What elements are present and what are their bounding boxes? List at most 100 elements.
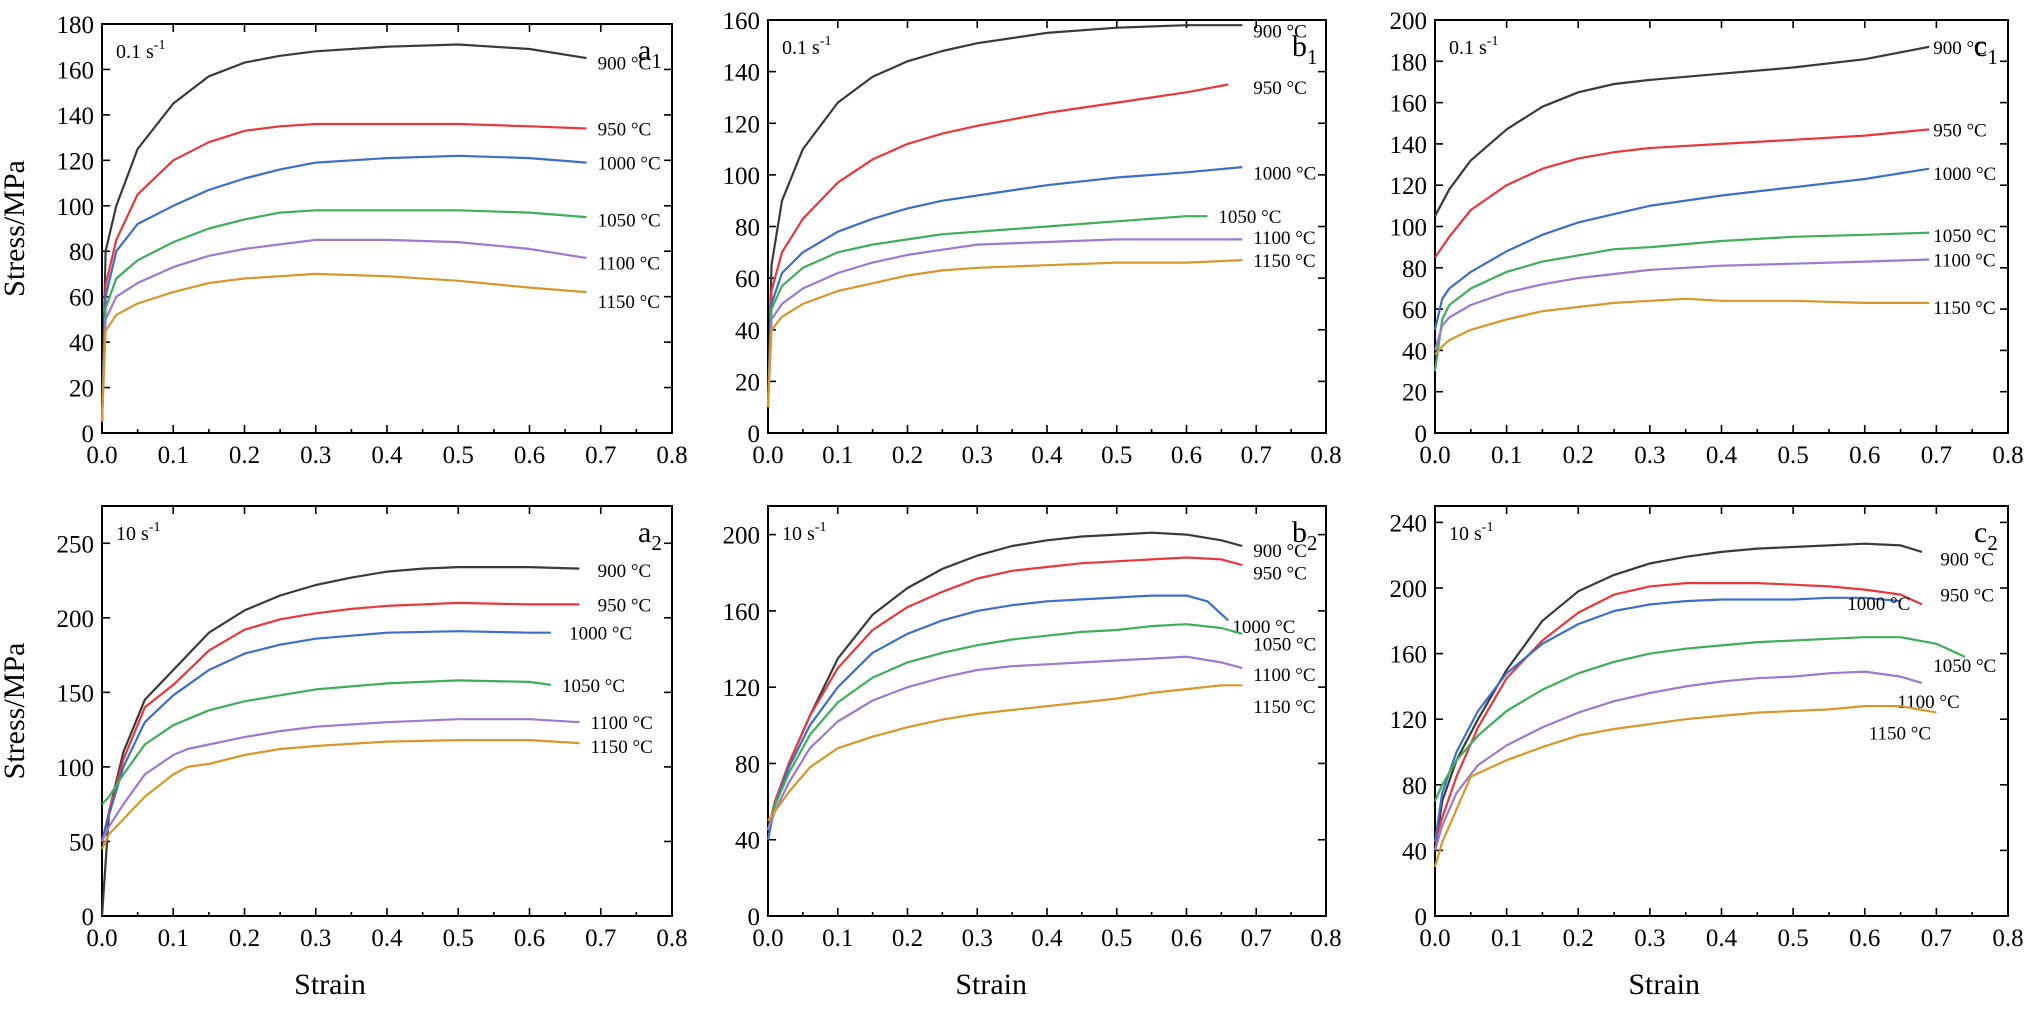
y-tick-label: 0 (82, 421, 95, 448)
y-tick-label: 0 (748, 904, 761, 931)
panel-label: c1 (1974, 30, 1998, 69)
x-tick-label: 0.6 (1171, 442, 1202, 469)
x-tick-label: 0.8 (1310, 925, 1341, 952)
series-label: 1150 °C (1253, 697, 1315, 718)
series-label: 1100 °C (598, 254, 660, 275)
x-tick-label: 0.3 (300, 925, 331, 952)
series-label: 1050 °C (1218, 207, 1281, 228)
y-tick-label: 40 (735, 318, 760, 345)
y-tick-label: 160 (1390, 642, 1428, 669)
x-tick-label: 0.1 (822, 925, 853, 952)
y-tick-label: 120 (1390, 707, 1428, 734)
series-line-900C (766, 24, 1243, 408)
series-line-950C (100, 122, 587, 422)
x-tick-label: 0.2 (892, 442, 923, 469)
y-tick-label: 200 (57, 606, 95, 633)
series-label: 950 °C (1940, 586, 1994, 607)
y-tick-label: 0 (1415, 421, 1428, 448)
series-label: 1150 °C (1869, 723, 1931, 744)
x-tick-label: 0.5 (443, 925, 474, 952)
x-tick-label: 0.0 (752, 925, 783, 952)
strain-rate-label: 0.1 s-1 (116, 38, 165, 63)
series-line-1100C (101, 718, 580, 842)
x-tick-label: 0.3 (1634, 442, 1665, 469)
y-axis-title: Stress/MPa (0, 160, 31, 297)
x-tick-label: 0.3 (1634, 925, 1665, 952)
series-label: 1150 °C (1253, 251, 1315, 272)
y-axis-title: Stress/MPa (0, 643, 31, 780)
series-line-1150C (1433, 704, 1937, 868)
series-line-1150C (101, 738, 580, 850)
series-line-1150C (100, 272, 587, 422)
series-label: 1100 °C (1253, 665, 1315, 686)
series-label: 950 °C (1253, 78, 1307, 99)
y-tick-label: 150 (57, 680, 95, 707)
strain-rate-label: 0.1 s-1 (782, 34, 831, 59)
x-tick-label: 0.0 (86, 925, 117, 952)
series-label: 1100 °C (1253, 228, 1315, 249)
panel-label: b1 (1292, 30, 1318, 69)
series-line-1050C (1433, 231, 1930, 372)
series-line-1000C (766, 594, 1230, 840)
x-tick-label: 0.8 (656, 925, 687, 952)
y-tick-label: 160 (57, 57, 95, 84)
panel-c1: 0.0 0.1 0.2 0.3 0.4 0.5 0.6 0.7 0.8 0 20 40 60 80 100 1… (1390, 8, 2024, 469)
y-tick-label: 80 (69, 239, 94, 266)
x-tick-label: 0.6 (1849, 442, 1880, 469)
y-tick-label: 120 (1390, 173, 1428, 200)
panel-label: a1 (638, 34, 662, 73)
x-tick-label: 0.3 (962, 925, 993, 952)
x-tick-label: 0.8 (1992, 925, 2023, 952)
series-line-1000C (1433, 167, 1930, 331)
y-tick-label: 180 (1390, 49, 1428, 76)
series-label: 900 °C (1933, 38, 1987, 59)
series-line-1150C (766, 259, 1243, 408)
series-label: 900 °C (1253, 541, 1307, 562)
panel-label: a2 (638, 516, 662, 555)
series-line-950C (1433, 581, 1923, 843)
series-label: 900 °C (1940, 549, 1994, 570)
series-label: 1100 °C (1933, 251, 1995, 272)
x-tick-label: 0.7 (585, 442, 616, 469)
y-tick-label: 200 (723, 523, 761, 550)
series-line-950C (766, 83, 1229, 408)
x-tick-label: 0.4 (371, 925, 403, 952)
y-tick-label: 0 (82, 904, 95, 931)
y-tick-label: 200 (1390, 8, 1428, 35)
y-tick-label: 80 (735, 215, 760, 242)
y-tick-label: 80 (1402, 773, 1427, 800)
series-line-1000C (1433, 596, 1901, 843)
x-tick-label: 0.5 (1778, 925, 1809, 952)
series-label: 1000 °C (569, 624, 632, 645)
series-line-900C (100, 43, 587, 422)
series-line-900C (1433, 542, 1923, 851)
x-tick-label: 0.8 (1310, 442, 1341, 469)
series-line-950C (766, 556, 1243, 831)
y-tick-label: 140 (57, 103, 95, 130)
panel-b1: 0.0 0.1 0.2 0.3 0.4 0.5 0.6 0.7 0.8 0 20 40 60 80 100 1… (723, 8, 1342, 469)
series-label: 1100 °C (591, 713, 653, 734)
series-label: 1000 °C (1232, 617, 1295, 638)
series-label: 950 °C (598, 120, 652, 141)
series-label: 900 °C (1253, 21, 1307, 42)
series-line-1100C (1433, 670, 1923, 851)
y-tick-label: 80 (735, 751, 760, 778)
x-tick-label: 0.7 (585, 925, 616, 952)
y-tick-label: 180 (57, 12, 95, 39)
x-axis-title: Strain (294, 968, 366, 1001)
y-tick-label: 20 (735, 369, 760, 396)
series-label: 950 °C (1933, 120, 1987, 141)
x-tick-label: 0.4 (1031, 925, 1063, 952)
series-label: 950 °C (598, 595, 652, 616)
x-tick-label: 0.1 (1491, 925, 1522, 952)
y-tick-label: 40 (1402, 338, 1427, 365)
series-line-1050C (766, 623, 1243, 831)
strain-rate-label: 0.1 s-1 (1449, 34, 1498, 59)
series-line-1050C (100, 209, 587, 422)
y-tick-label: 60 (69, 285, 94, 312)
y-tick-label: 160 (723, 8, 761, 35)
y-tick-label: 250 (57, 531, 95, 558)
series-label: 1050 °C (598, 210, 661, 231)
x-tick-label: 0.6 (1849, 925, 1880, 952)
